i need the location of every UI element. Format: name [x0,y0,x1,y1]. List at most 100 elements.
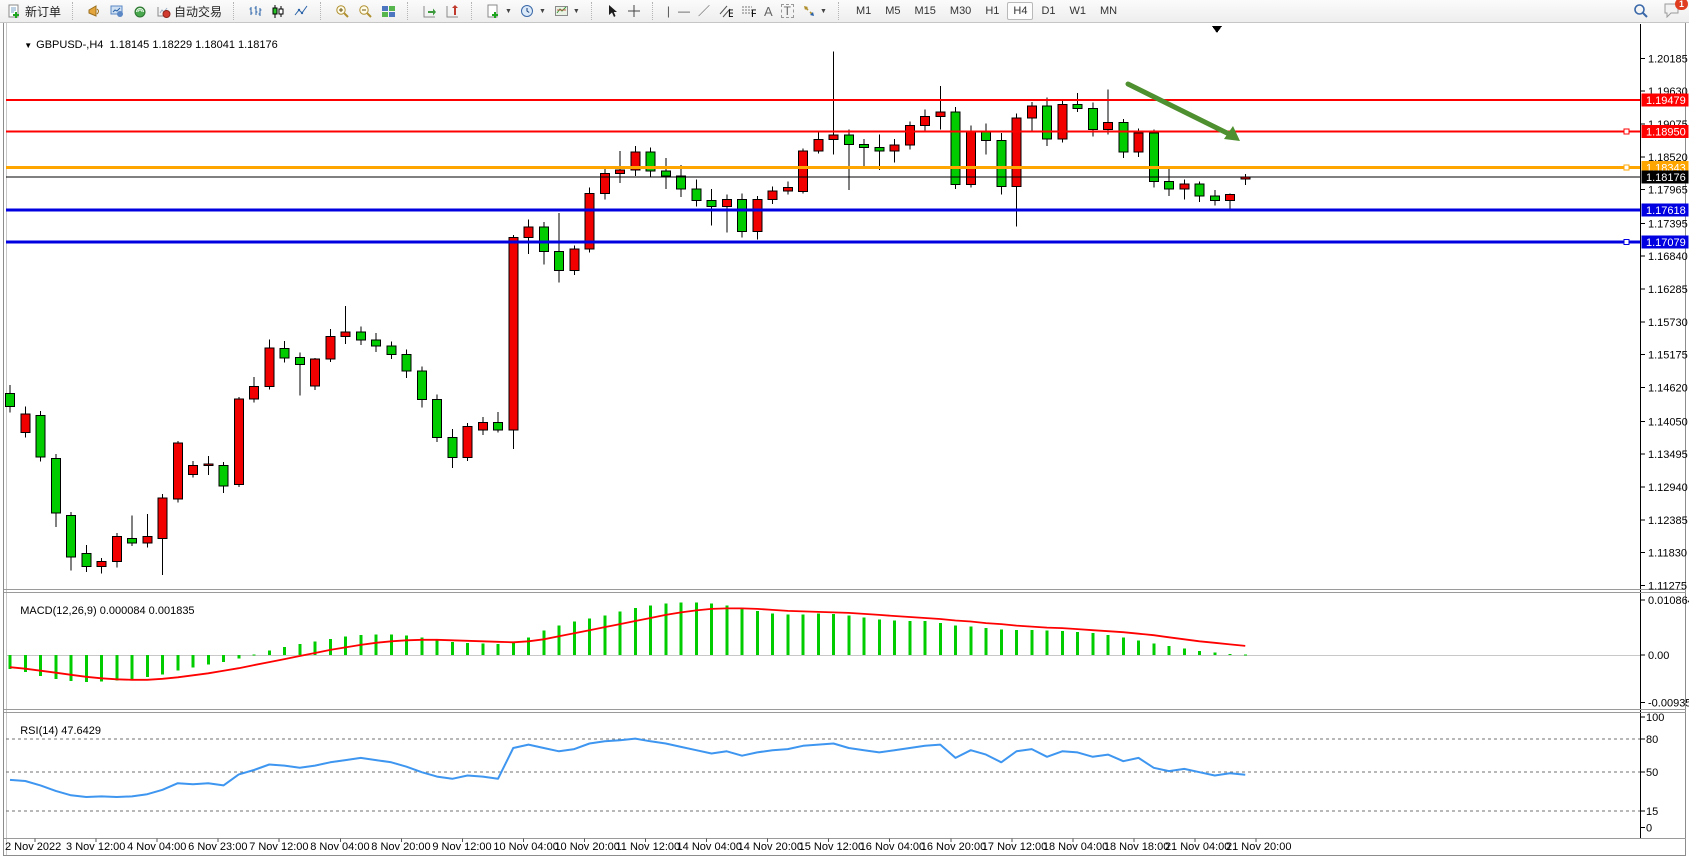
macd-histogram-bar [511,642,515,655]
macd-histogram-bar [435,639,439,655]
candle-body [538,226,549,252]
level-line-anchor[interactable] [1623,239,1630,246]
macd-histogram-bar [1076,632,1079,655]
price-tick-label: 1.11275 [1648,581,1687,593]
new-chart-button[interactable]: ▼ [482,0,516,22]
fibonacci-tool-button[interactable]: F [737,0,760,22]
candle-body [630,151,641,171]
chat-button[interactable]: 1 [1663,0,1688,21]
timeframe-H4[interactable]: H4 [1007,2,1034,20]
chart-shift-icon [446,4,459,17]
time-tick-label: 21 Nov 20:00 [1226,841,1291,853]
text-tool-button[interactable]: A [760,0,777,22]
announcement-button[interactable] [83,0,106,22]
cursor-tool-button[interactable] [602,0,623,22]
time-tick-label: 15 Nov 12:00 [799,841,864,853]
candle-body [20,413,31,434]
cursor-icon [608,5,617,17]
price-tick-label: 1.15730 [1648,317,1688,329]
periods-button[interactable]: ▼ [516,0,550,22]
text-label-tool-button[interactable]: T [777,0,798,22]
zoom-in-button[interactable] [331,0,354,22]
new-order-button[interactable]: 新订单 [3,0,65,22]
candle-body [874,146,885,152]
chart-symbol-period: GBPUSD-,H4 [36,39,104,51]
macd-histogram-bar [466,642,469,655]
macd-histogram-bar [969,626,973,655]
market-watch-button[interactable] [106,0,129,22]
timeframe-M15[interactable]: M15 [914,5,936,17]
candle-body [233,398,244,486]
macd-histogram-bar [1167,645,1171,655]
macd-histogram-bar [1045,630,1049,655]
shapes-tool-button[interactable]: ▼ [798,0,831,22]
macd-histogram-bar [893,620,896,655]
candle-body [401,353,412,372]
crosshair-tool-button[interactable] [623,0,645,22]
auto-scroll-button[interactable] [418,0,441,22]
horizontal-line-tool-button[interactable]: — [674,0,694,22]
macd-histogram-bar [954,625,957,655]
timeframe-D1[interactable]: D1 [1041,5,1056,17]
macd-histogram-bar [664,603,668,655]
timeframe-H1[interactable]: H1 [985,5,1000,17]
level-line-anchor[interactable] [1623,128,1630,135]
macd-histogram-bar [328,638,332,655]
macd-histogram-bar [389,634,393,655]
zoom-out-button[interactable] [354,0,377,22]
candle-body [50,458,61,514]
macd-histogram-bar [1213,652,1217,655]
timeframe-M30[interactable]: M30 [949,5,972,17]
trend-annotation-arrowhead[interactable] [1224,126,1240,141]
price-tick-label: 1.12940 [1648,482,1688,494]
market-watch-icon [110,5,124,17]
one-click-trading-toggle[interactable]: ▼ [24,41,33,50]
timeframe-MN[interactable]: MN [1100,5,1118,17]
macd-histogram-bar [130,655,134,679]
tile-windows-button[interactable] [377,0,400,22]
candle-body [157,497,168,539]
macd-histogram-bar [984,628,988,655]
level-line-anchor[interactable] [1623,164,1630,171]
timeframe-M5[interactable]: M5 [885,5,901,17]
candle-body [310,358,320,387]
candle-body [386,345,397,355]
templates-button[interactable]: ▼ [550,0,584,22]
auto-trading-icon [157,6,171,18]
equidistant-channel-tool-button[interactable]: E [714,0,737,22]
notification-badge: 1 [1674,0,1688,10]
bar-chart-button[interactable] [244,0,267,22]
time-tick-label: 4 Nov 04:00 [127,841,186,853]
macd-histogram-bar [69,655,73,681]
timeframe-W1[interactable]: W1 [1069,5,1087,17]
chart-shift-marker[interactable] [1212,26,1222,33]
price-tick-label: 1.20185 [1648,53,1688,65]
chart-shift-button[interactable] [441,0,464,22]
equidistant-channel-icon: E [719,5,733,18]
signal-button[interactable] [129,0,152,22]
candle-body [584,193,595,250]
candle-body [203,463,214,467]
trendline-tool-button[interactable]: ／ [694,0,714,22]
vertical-line-tool-button[interactable]: | [663,0,674,22]
candle-body [721,198,732,208]
search-button[interactable] [1629,0,1653,22]
price-tick-label: 1.15175 [1648,350,1688,362]
candle-body [752,198,763,232]
macd-histogram-bar [344,636,347,655]
price-tick-label: 1.16285 [1648,284,1688,296]
auto-trading-button[interactable]: 自动交易 [152,0,226,22]
line-chart-button[interactable] [290,0,313,22]
macd-histogram-bar [603,615,607,655]
time-tick-label: 8 Nov 04:00 [310,841,369,853]
candle-body [828,134,839,141]
macd-histogram-bar [542,630,546,655]
candle-body [660,170,671,177]
chart-title: ▼ GBPUSD-,H4 1.18145 1.18229 1.18041 1.18… [12,27,278,63]
line-chart-icon [294,5,308,15]
trend-annotation-arrow[interactable] [1125,81,1236,139]
timeframe-M1[interactable]: M1 [855,5,872,17]
candle-chart-button[interactable] [267,0,290,22]
new-order-label: 新订单 [25,4,62,19]
